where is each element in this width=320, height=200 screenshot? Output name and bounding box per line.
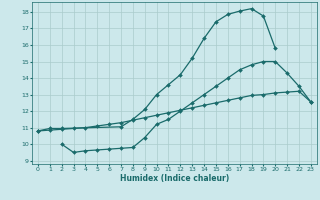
X-axis label: Humidex (Indice chaleur): Humidex (Indice chaleur) bbox=[120, 174, 229, 183]
